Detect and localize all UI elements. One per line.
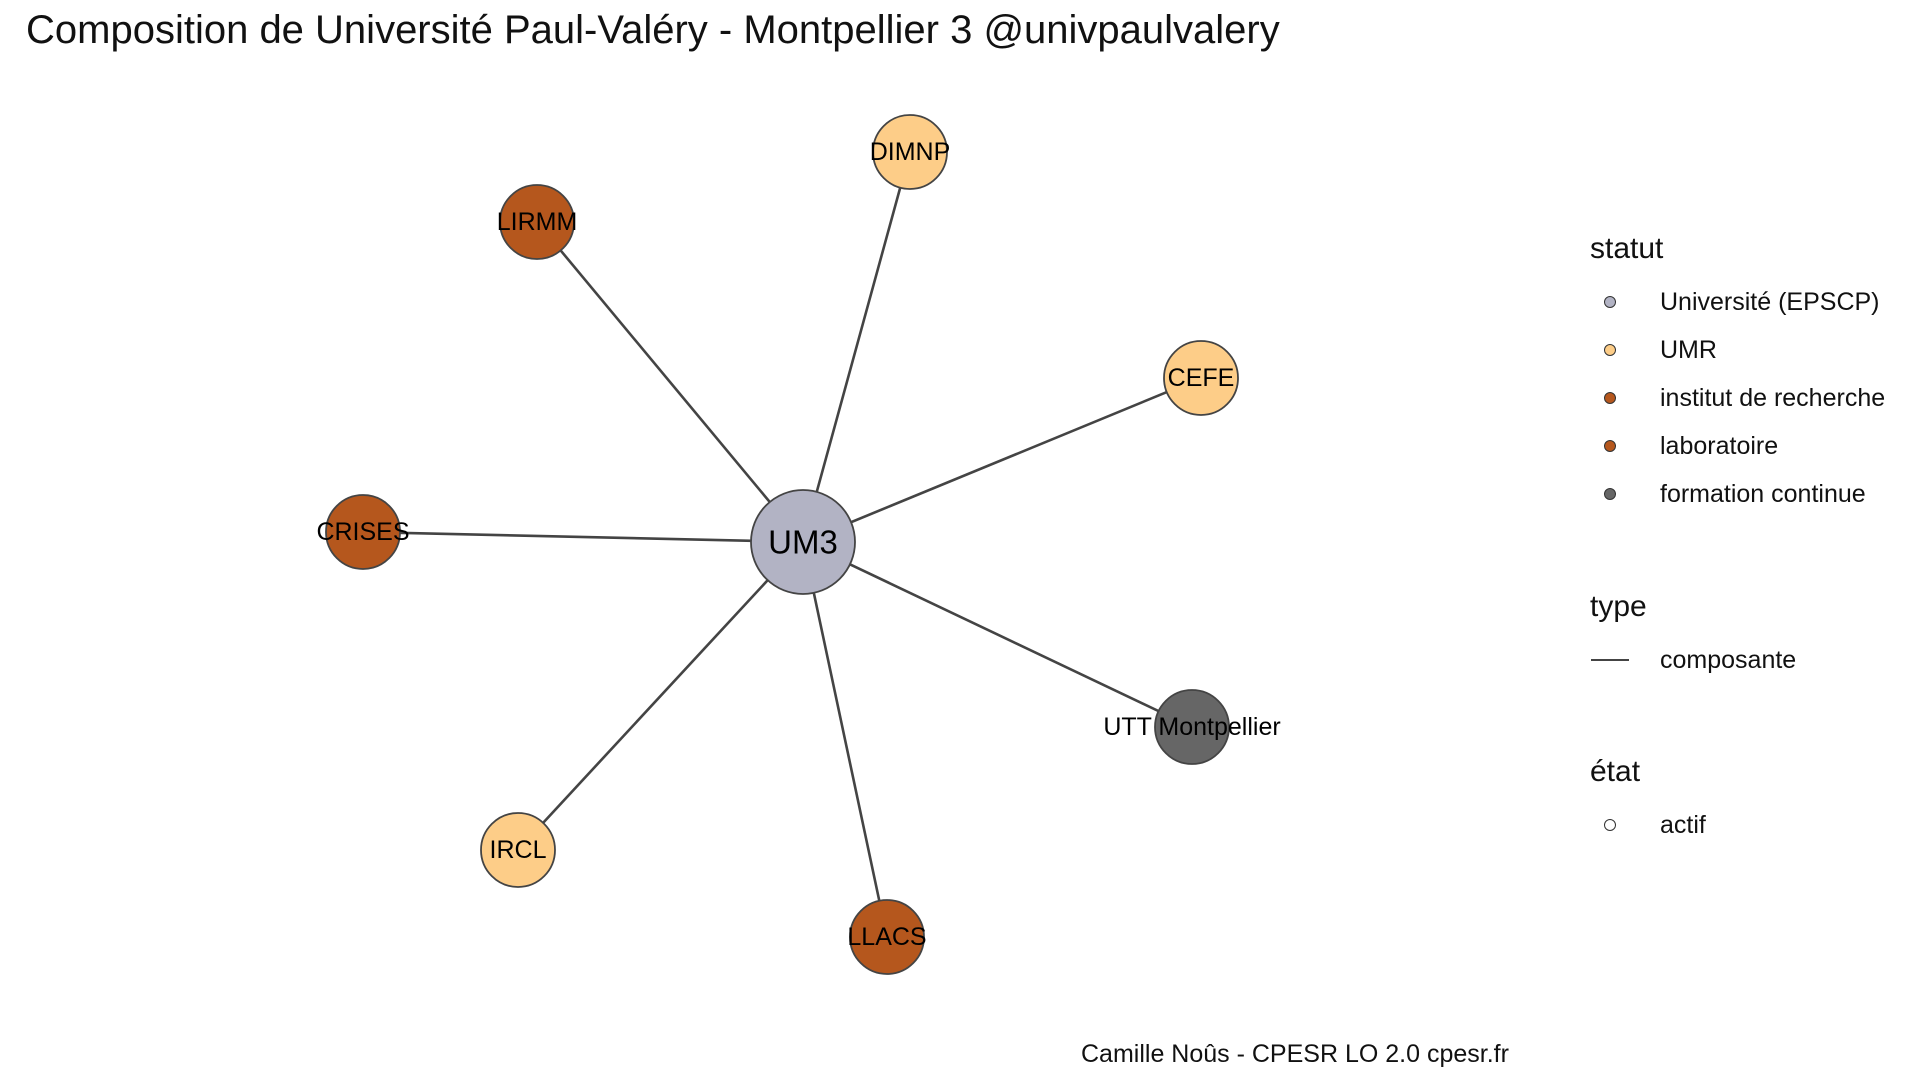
legend-item-label: composante xyxy=(1660,645,1797,674)
legend-item-statut: institut de recherche xyxy=(1590,374,1885,422)
color-dot-icon xyxy=(1590,278,1630,326)
color-dot-icon xyxy=(1590,326,1630,374)
legend-statut: statut Université (EPSCP) UMR institut de … xyxy=(1590,232,1885,518)
node-circle xyxy=(849,899,925,975)
node-circle xyxy=(325,494,401,570)
legend-type-title: type xyxy=(1590,590,1647,623)
legend-item-label: institut de recherche xyxy=(1660,383,1886,412)
node-circle xyxy=(480,812,556,888)
legend-item-label: UMR xyxy=(1660,335,1717,364)
caption: Camille Noûs - CPESR LO 2.0 cpesr.fr xyxy=(1081,1040,1509,1068)
node-label: CRISES xyxy=(316,518,409,546)
edges-layer xyxy=(362,151,1202,938)
node-label: UM3 xyxy=(768,524,838,561)
node-um3: UM3 xyxy=(750,489,856,595)
node-label: CEFE xyxy=(1168,364,1235,392)
node-label: UTT Montpellier xyxy=(1103,713,1280,741)
node-circle xyxy=(872,114,948,190)
legend-item-composante: composante xyxy=(1590,636,1796,684)
node-circle xyxy=(1163,340,1239,416)
legend-item-label: formation continue xyxy=(1660,479,1866,508)
color-dot-icon xyxy=(1590,374,1630,422)
node-crises: CRISES xyxy=(316,494,410,570)
legend-statut-items: Université (EPSCP) UMR institut de recherc… xyxy=(1590,278,1885,518)
node-ircl: IRCL xyxy=(480,812,556,888)
node-llacs: LLACS xyxy=(847,899,927,975)
node-label: IRCL xyxy=(490,836,547,864)
chart-title: Composition de Université Paul-Valéry - … xyxy=(26,8,1280,52)
edge-um3-utt xyxy=(802,540,1193,729)
node-circle xyxy=(750,489,856,595)
legend-etat: état actif xyxy=(1590,755,1706,849)
legend-item-statut: formation continue xyxy=(1590,470,1885,518)
legend-item-statut: UMR xyxy=(1590,326,1885,374)
color-dot-icon xyxy=(1590,422,1630,470)
nodes-layer: UM3 DIMNP LIRMM CEFE CRISES UTT Montpellier IR… xyxy=(316,114,1281,975)
line-key-icon xyxy=(1590,636,1630,684)
edge-um3-ircl xyxy=(517,541,804,851)
node-utt: UTT Montpellier xyxy=(1103,689,1281,765)
hollow-circle-icon xyxy=(1590,801,1630,849)
legend-item-actif: actif xyxy=(1590,801,1706,849)
legend-etat-title: état xyxy=(1590,755,1641,788)
node-label: LLACS xyxy=(847,923,926,951)
node-label: LIRMM xyxy=(497,208,578,236)
edge-um3-cefe xyxy=(802,376,1202,544)
node-circle xyxy=(499,184,575,260)
node-cefe: CEFE xyxy=(1163,340,1239,416)
edge-um3-crises xyxy=(362,530,804,544)
legend-item-statut: Université (EPSCP) xyxy=(1590,278,1885,326)
legend-item-label: actif xyxy=(1660,810,1706,839)
color-dot-icon xyxy=(1590,470,1630,518)
edge-um3-llacs xyxy=(801,541,889,938)
node-dimnp: DIMNP xyxy=(870,114,951,190)
edge-um3-dimnp xyxy=(801,151,912,543)
node-label: DIMNP xyxy=(870,138,951,166)
legend-statut-title: statut xyxy=(1590,232,1664,265)
legend-item-statut: laboratoire xyxy=(1590,422,1885,470)
legend-type: type composante xyxy=(1590,590,1796,684)
legend-item-label: Université (EPSCP) xyxy=(1660,287,1880,316)
legend-item-label: laboratoire xyxy=(1660,431,1779,460)
node-lirmm: LIRMM xyxy=(497,184,578,260)
edge-um3-lirmm xyxy=(536,221,804,543)
node-circle xyxy=(1154,689,1230,765)
